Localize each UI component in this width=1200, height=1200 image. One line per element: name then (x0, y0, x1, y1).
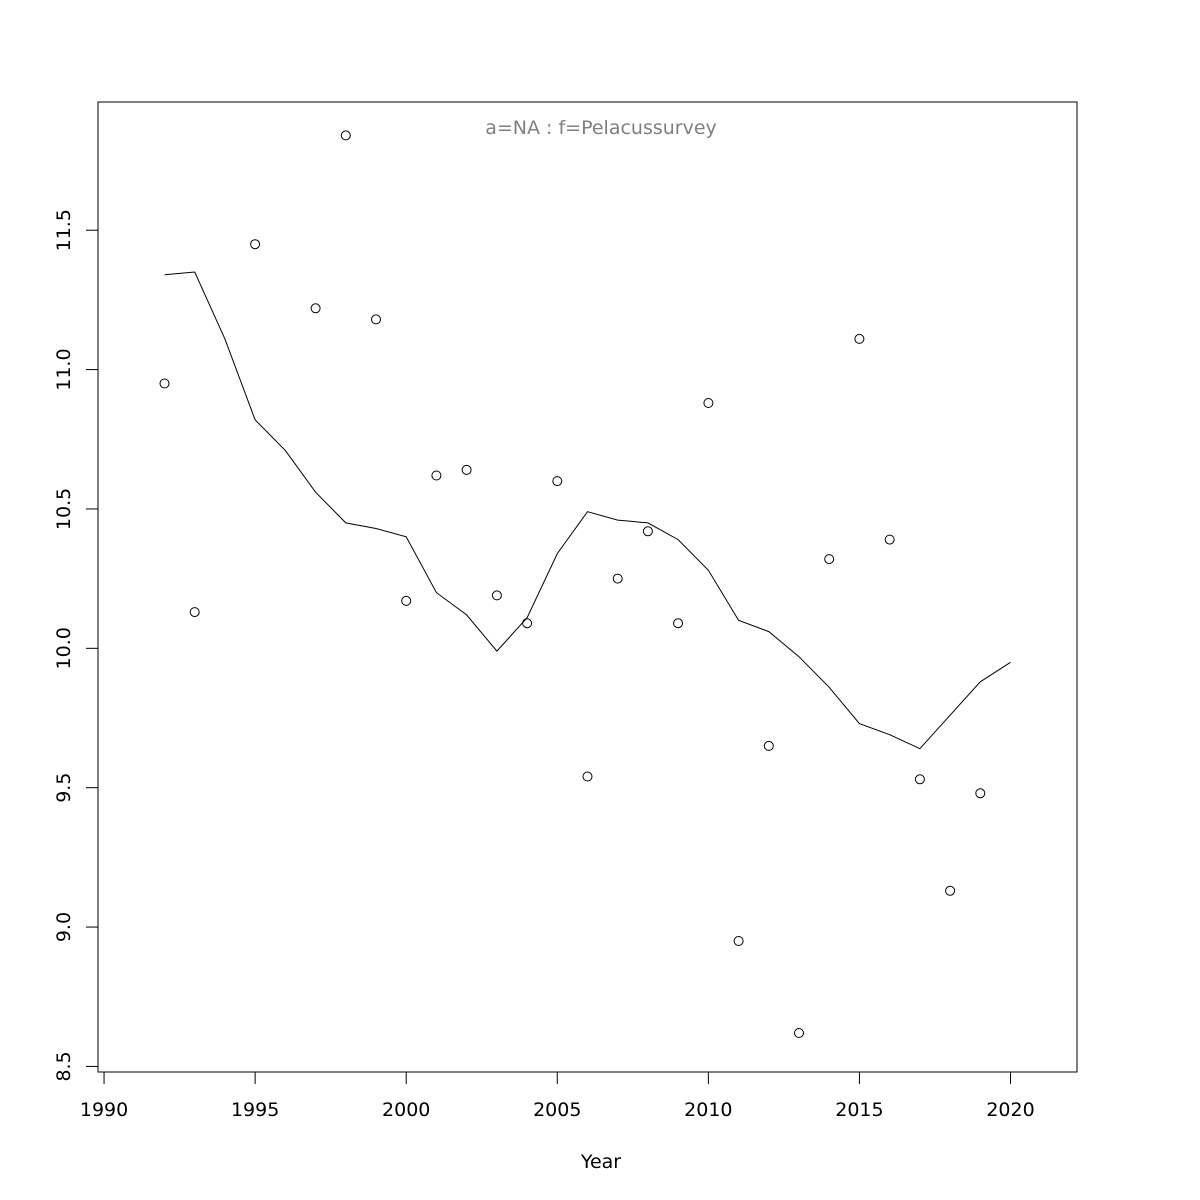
data-point (975, 788, 986, 799)
data-point (582, 771, 593, 782)
data-point (824, 554, 835, 565)
x-tick-label: 2020 (986, 1099, 1034, 1121)
x-tick-label: 2010 (684, 1099, 732, 1121)
data-point (612, 573, 623, 584)
x-axis-label: Year (580, 1151, 621, 1173)
data-point (945, 885, 956, 896)
data-point (401, 595, 412, 606)
data-point (431, 470, 442, 481)
y-tick-label: 10.5 (53, 488, 75, 530)
data-point (461, 464, 472, 475)
data-point (159, 378, 170, 389)
data-point (522, 618, 533, 629)
observed-points-series (159, 130, 986, 1038)
data-point (310, 303, 321, 314)
data-point (642, 526, 653, 537)
y-tick-label: 11.0 (53, 348, 75, 390)
data-point (491, 590, 502, 601)
smoothed-line-series (164, 271, 1011, 750)
x-tick-label: 2000 (382, 1099, 430, 1121)
data-point (673, 618, 684, 629)
x-tick-label: 2005 (533, 1099, 581, 1121)
smoothed-line (164, 271, 1011, 750)
data-point (703, 398, 714, 408)
x-axis: 1990 1995 2000 2005 2010 2015 2020 (80, 1071, 1035, 1121)
y-tick-label: 9.0 (53, 912, 75, 942)
x-tick-label: 1990 (80, 1099, 128, 1121)
plot-frame (97, 101, 1078, 1073)
y-tick-label: 9.5 (53, 773, 75, 803)
x-tick-label: 2015 (835, 1099, 883, 1121)
data-point (884, 534, 895, 545)
y-tick-label: 11.5 (53, 209, 75, 251)
chart-subtitle: a=NA : f=Pelacussurvey (485, 117, 717, 139)
data-point (250, 239, 261, 250)
y-axis: 8.5 9.0 9.5 10.0 10.5 11.0 11.5 (53, 209, 99, 1082)
x-tick-label: 1995 (231, 1099, 279, 1121)
data-point (340, 130, 351, 141)
y-tick-label: 8.5 (53, 1051, 75, 1081)
data-point (552, 476, 563, 487)
data-point (371, 314, 381, 325)
data-point (914, 774, 925, 785)
data-point (794, 1028, 804, 1038)
data-point (763, 740, 774, 751)
data-point (189, 607, 200, 618)
data-point (733, 936, 744, 946)
y-tick-label: 10.0 (53, 627, 75, 669)
data-point (854, 333, 865, 344)
